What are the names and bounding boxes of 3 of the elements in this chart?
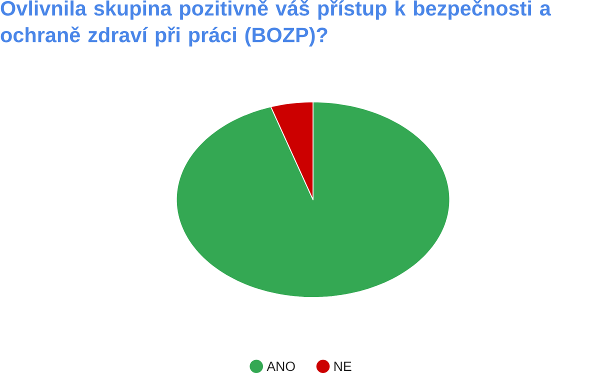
- chart-title: Ovlivnila skupina pozitivně váš přístup k bezpečnosti a ochraně zdraví při práci (BOZP)?: [0, 0, 552, 46]
- legend-label: ANO: [266, 362, 295, 372]
- legend-label: NE: [334, 362, 352, 371]
